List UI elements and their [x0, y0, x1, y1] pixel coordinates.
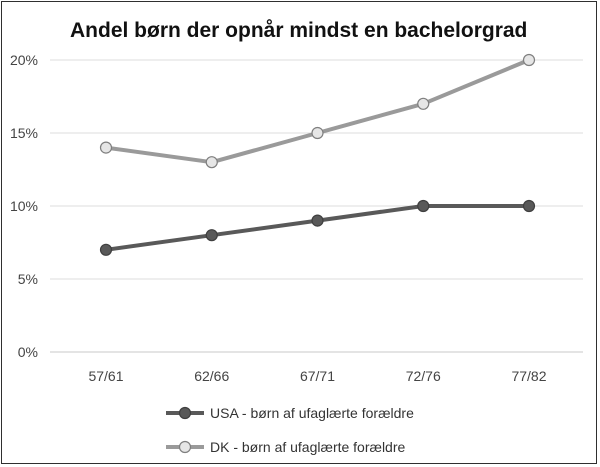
y-axis-ticks: 0% 5% 10% 15% 20% — [10, 52, 38, 360]
y-tick-label: 0% — [18, 344, 38, 360]
y-tick-label: 10% — [10, 198, 38, 214]
legend: USA - børn af ufaglærte forældre DK - bø… — [166, 405, 414, 455]
data-point — [311, 214, 324, 227]
data-point — [417, 199, 430, 213]
data-point — [205, 229, 218, 242]
x-tick-label: 77/82 — [511, 368, 546, 384]
legend-swatch-marker — [178, 406, 192, 420]
y-tick-label: 5% — [18, 271, 38, 287]
y-tick-label: 15% — [10, 125, 38, 141]
data-point — [522, 53, 536, 67]
series-markers — [99, 53, 536, 256]
x-tick-label: 57/61 — [88, 368, 123, 384]
gridlines — [50, 59, 583, 353]
series-line — [105, 204, 529, 252]
data-point — [522, 199, 536, 213]
x-tick-label: 67/71 — [300, 368, 335, 384]
x-tick-label: 62/66 — [194, 368, 229, 384]
legend-label-dk: DK - børn af ufaglærte forældre — [210, 439, 406, 455]
data-point — [99, 141, 113, 154]
legend-item-dk: DK - børn af ufaglærte forældre — [166, 439, 406, 455]
legend-item-usa: USA - børn af ufaglærte forældre — [166, 405, 414, 421]
series-line — [105, 58, 530, 165]
chart-title: Andel børn der opnår mindst en bachelorg… — [70, 19, 527, 42]
y-tick-label: 20% — [10, 52, 38, 68]
x-axis-ticks: 57/61 62/66 67/71 72/76 77/82 — [88, 368, 546, 384]
data-point — [417, 97, 430, 110]
x-tick-label: 72/76 — [406, 368, 441, 384]
legend-swatch-marker — [178, 440, 192, 454]
data-point — [99, 243, 113, 256]
legend-label-usa: USA - børn af ufaglærte forældre — [210, 405, 414, 421]
data-point — [311, 126, 324, 140]
data-point — [205, 156, 218, 169]
